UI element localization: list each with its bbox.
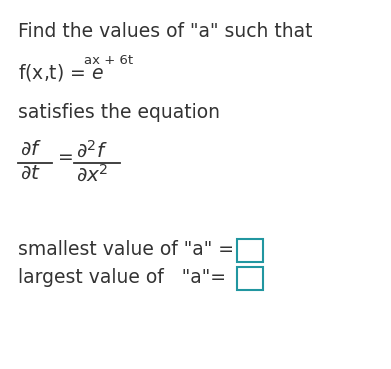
Text: smallest value of "a" =: smallest value of "a" = bbox=[18, 240, 234, 259]
Text: $\partial$t: $\partial$t bbox=[20, 164, 41, 183]
Text: Find the values of "a" such that: Find the values of "a" such that bbox=[18, 22, 312, 41]
Text: largest value of   "a"=: largest value of "a"= bbox=[18, 268, 226, 287]
Text: =: = bbox=[58, 148, 74, 167]
Text: $\partial$f: $\partial$f bbox=[20, 140, 42, 159]
Text: f(x,t) = $e$: f(x,t) = $e$ bbox=[18, 62, 104, 83]
Bar bbox=[237, 267, 263, 290]
Bar bbox=[237, 239, 263, 262]
Text: $\partial^2$f: $\partial^2$f bbox=[76, 140, 108, 161]
Text: satisfies the equation: satisfies the equation bbox=[18, 103, 220, 122]
Text: ax + 6t: ax + 6t bbox=[84, 54, 133, 67]
Text: $\partial$x$^2$: $\partial$x$^2$ bbox=[76, 164, 108, 185]
